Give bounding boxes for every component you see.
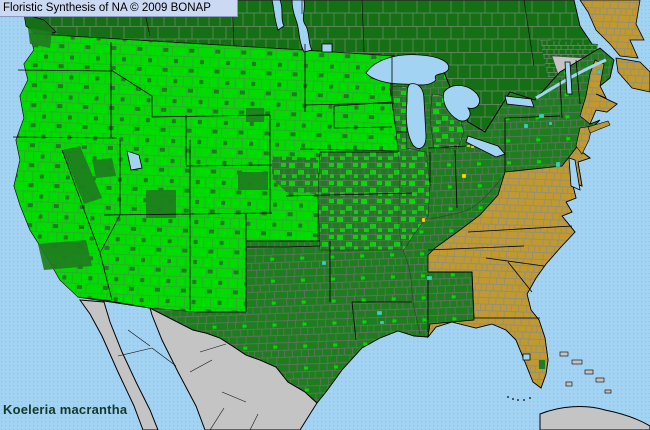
lake-michigan (405, 83, 427, 149)
miami-dark-county (539, 360, 545, 369)
mexico-state-borders (117, 329, 259, 430)
long-island-tan (587, 120, 611, 134)
great-salt-lake (126, 150, 143, 171)
species-label: Koeleria macrantha (3, 402, 128, 417)
state-borders-east (246, 56, 581, 341)
nova-scotia-tan-region (615, 57, 650, 93)
lake-champlain (564, 61, 573, 95)
bahamas-islands (559, 351, 612, 394)
lake-winnipeg (291, 0, 313, 53)
lake-ontario (504, 95, 535, 108)
lake-superior (365, 54, 450, 86)
lake-okeechobee (522, 353, 531, 361)
plains-mixed-patch (272, 156, 318, 194)
title-bar: Floristic Synthesis of NA © 2009 BONAP (0, 0, 238, 17)
lake-of-the-woods (321, 43, 333, 53)
new-brunswick-tan-region (579, 0, 645, 59)
southeast-tan-region (427, 127, 593, 389)
florida-keys (507, 396, 531, 401)
western-dark-patches (28, 28, 268, 270)
lake-erie (465, 135, 506, 158)
rare-county-markers (421, 144, 475, 223)
lake-huron (442, 85, 480, 122)
new-england-tan-region (579, 59, 618, 125)
canada-province-borders (141, 0, 535, 67)
exotic-county-markers (321, 69, 602, 325)
state-borders-west (12, 42, 413, 313)
lakes (126, 0, 581, 361)
chesapeake-bay (568, 157, 581, 191)
rivers (397, 153, 506, 335)
midwest-mixed-region (317, 85, 431, 251)
lake-manitoba (271, 0, 285, 31)
baja-peninsula (78, 299, 159, 430)
